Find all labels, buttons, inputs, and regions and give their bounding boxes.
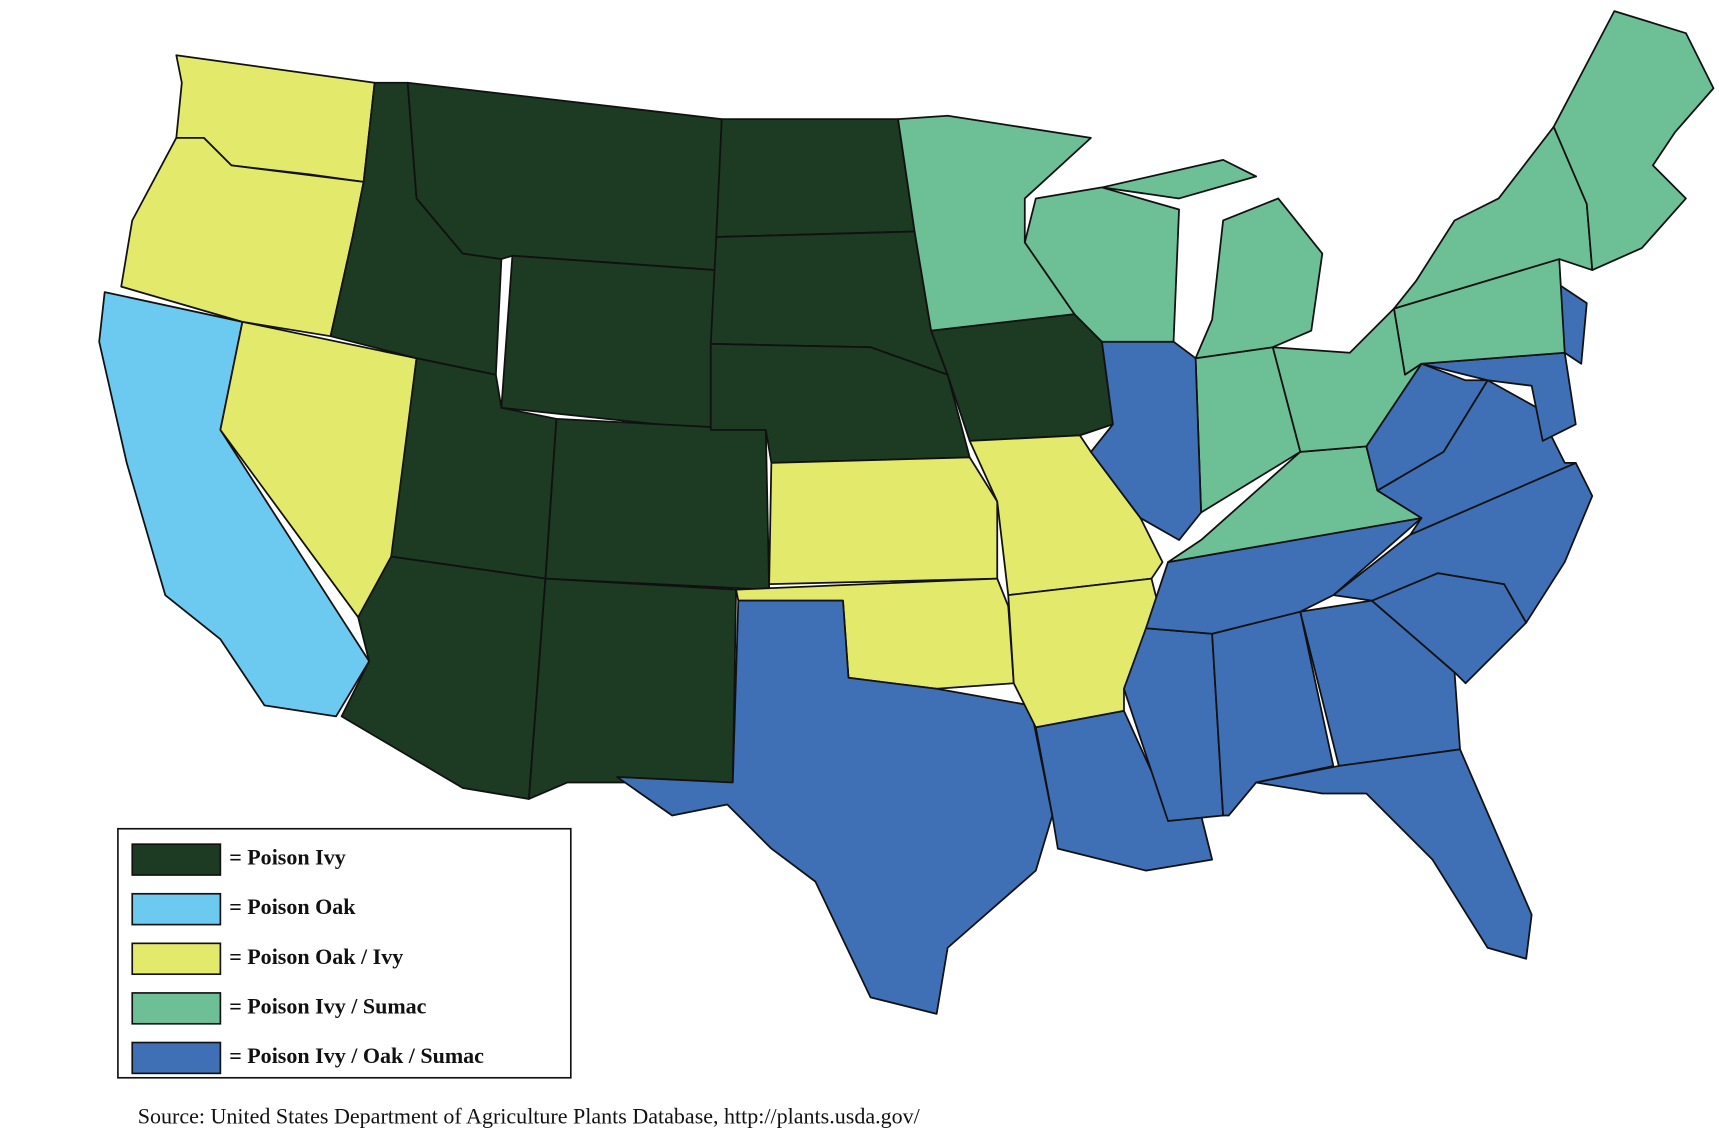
- legend-swatch: [131, 992, 222, 1025]
- arkansas: [1007, 577, 1158, 729]
- minnesota: [897, 114, 1092, 332]
- georgia: [1299, 599, 1461, 767]
- new-mexico: [528, 577, 737, 800]
- michigan-upper: [1101, 158, 1258, 200]
- louisiana: [1034, 709, 1213, 872]
- ohio: [1271, 307, 1423, 453]
- texas: [616, 599, 1054, 1015]
- legend-label: = Poison Ivy: [229, 845, 346, 870]
- source-note: Source: United States Department of Agri…: [138, 1104, 921, 1129]
- michigan: [1194, 197, 1324, 360]
- legend-label: = Poison Oak / Ivy: [229, 944, 403, 969]
- states: [98, 10, 1715, 1015]
- florida: [1255, 748, 1533, 960]
- missouri: [968, 434, 1164, 597]
- legend-label: = Poison Ivy / Oak / Sumac: [229, 1043, 484, 1068]
- legend-label: = Poison Ivy / Sumac: [229, 993, 426, 1018]
- kansas: [768, 456, 999, 586]
- legend-swatch: [131, 1041, 222, 1075]
- illinois: [1090, 340, 1202, 541]
- legend-swatch: [131, 942, 222, 976]
- arizona: [340, 555, 547, 800]
- legend-swatch: [131, 892, 222, 926]
- montana: [406, 81, 723, 271]
- new-england: [1552, 10, 1715, 271]
- wyoming: [500, 254, 718, 431]
- legend-swatch: [131, 843, 222, 876]
- legend-label: = Poison Oak: [229, 894, 356, 919]
- legend: = Poison Ivy = Poison Oak = Poison Oak / I…: [131, 843, 484, 1075]
- north-dakota: [715, 118, 916, 238]
- colorado: [544, 417, 771, 591]
